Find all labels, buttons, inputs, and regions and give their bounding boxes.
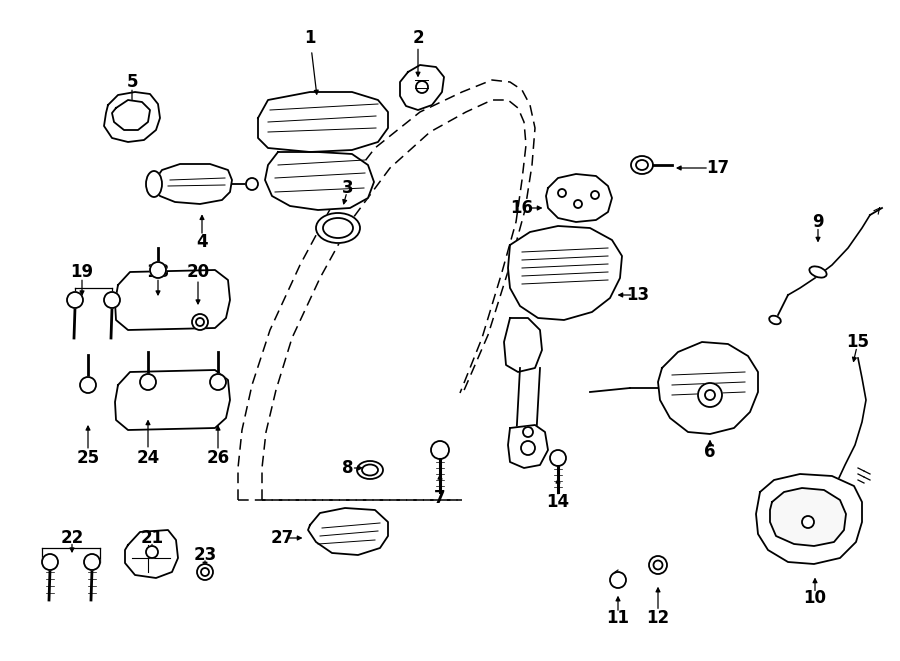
Polygon shape xyxy=(508,226,622,320)
Text: 4: 4 xyxy=(196,233,208,251)
Ellipse shape xyxy=(770,316,781,325)
Ellipse shape xyxy=(196,318,204,326)
Circle shape xyxy=(610,572,626,588)
Text: 15: 15 xyxy=(847,333,869,351)
Ellipse shape xyxy=(316,213,360,243)
Polygon shape xyxy=(125,530,178,578)
Polygon shape xyxy=(658,342,758,434)
Polygon shape xyxy=(770,488,846,546)
Circle shape xyxy=(42,554,58,570)
Circle shape xyxy=(550,450,566,466)
Text: 12: 12 xyxy=(646,609,670,627)
Text: 25: 25 xyxy=(76,449,100,467)
Polygon shape xyxy=(104,92,160,142)
Circle shape xyxy=(104,292,120,308)
Circle shape xyxy=(67,292,83,308)
Text: 26: 26 xyxy=(206,449,230,467)
Text: 3: 3 xyxy=(342,179,354,197)
Ellipse shape xyxy=(809,266,826,278)
Polygon shape xyxy=(308,508,388,555)
Circle shape xyxy=(140,374,156,390)
Circle shape xyxy=(416,81,428,93)
Text: 1: 1 xyxy=(304,29,316,47)
Ellipse shape xyxy=(357,461,383,479)
Circle shape xyxy=(558,189,566,197)
Text: 10: 10 xyxy=(804,589,826,607)
Text: 6: 6 xyxy=(704,443,716,461)
Text: 7: 7 xyxy=(434,489,446,507)
Ellipse shape xyxy=(146,171,162,197)
Circle shape xyxy=(698,383,722,407)
Ellipse shape xyxy=(649,556,667,574)
Text: 19: 19 xyxy=(70,263,94,281)
Circle shape xyxy=(80,377,96,393)
Polygon shape xyxy=(546,174,612,222)
Text: 22: 22 xyxy=(60,529,84,547)
Text: 5: 5 xyxy=(126,73,138,91)
Text: 11: 11 xyxy=(607,609,629,627)
Circle shape xyxy=(705,390,715,400)
Text: 9: 9 xyxy=(812,213,824,231)
Text: 20: 20 xyxy=(186,263,210,281)
Circle shape xyxy=(246,178,258,190)
Ellipse shape xyxy=(192,314,208,330)
Text: 8: 8 xyxy=(342,459,354,477)
Polygon shape xyxy=(258,92,388,152)
Ellipse shape xyxy=(197,564,213,580)
Circle shape xyxy=(84,554,100,570)
Text: 13: 13 xyxy=(626,286,650,304)
Circle shape xyxy=(210,374,226,390)
Ellipse shape xyxy=(362,465,378,475)
Text: 27: 27 xyxy=(270,529,293,547)
Polygon shape xyxy=(265,152,374,210)
Circle shape xyxy=(574,200,582,208)
Ellipse shape xyxy=(323,218,353,238)
Text: 2: 2 xyxy=(412,29,424,47)
Text: 14: 14 xyxy=(546,493,570,511)
Ellipse shape xyxy=(631,156,653,174)
Circle shape xyxy=(523,427,533,437)
Text: 21: 21 xyxy=(140,529,164,547)
Text: 18: 18 xyxy=(147,263,169,281)
Circle shape xyxy=(146,546,158,558)
Circle shape xyxy=(521,441,535,455)
Polygon shape xyxy=(508,425,548,468)
Circle shape xyxy=(150,262,166,278)
Circle shape xyxy=(802,516,814,528)
Polygon shape xyxy=(756,474,862,564)
Polygon shape xyxy=(115,370,230,430)
Ellipse shape xyxy=(636,160,648,170)
Ellipse shape xyxy=(201,568,209,576)
Ellipse shape xyxy=(653,561,662,570)
Text: 23: 23 xyxy=(194,546,217,564)
Polygon shape xyxy=(400,65,444,110)
Polygon shape xyxy=(115,270,230,330)
Polygon shape xyxy=(112,100,150,130)
Circle shape xyxy=(431,441,449,459)
Polygon shape xyxy=(154,164,232,204)
Circle shape xyxy=(591,191,599,199)
Text: 16: 16 xyxy=(510,199,534,217)
Text: 17: 17 xyxy=(706,159,730,177)
Polygon shape xyxy=(504,318,542,372)
Text: 24: 24 xyxy=(137,449,159,467)
